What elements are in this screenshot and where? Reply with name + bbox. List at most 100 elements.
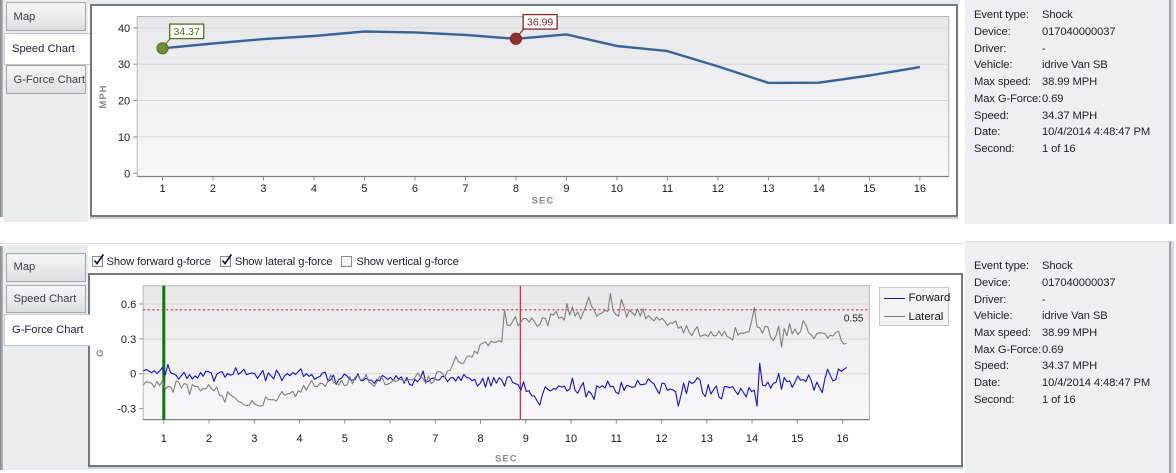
x-tick-label: 2 bbox=[206, 433, 212, 445]
annotation-dot bbox=[509, 32, 523, 45]
speed-line bbox=[162, 29, 921, 84]
x-tick-label: 14 bbox=[813, 183, 825, 195]
checkbox-show-vertical-g-force[interactable]: Show vertical g-force bbox=[341, 256, 459, 268]
speed-chart-panel: 0 10 20 30 40 1 2 3 4 5 6 7 8 9 10 11 12 13 14 15 16 SEC MPH 34… bbox=[90, 3, 958, 217]
detail-row: Max speed: 38.99 MPH bbox=[965, 325, 1169, 342]
y-tick-label: 10 bbox=[118, 131, 130, 143]
y-tick-label: -0.3 bbox=[117, 404, 136, 416]
x-tick-label: 13 bbox=[762, 183, 774, 195]
tab-label: Map bbox=[13, 261, 36, 274]
detail-row: Second: 1 of 16 bbox=[965, 392, 1169, 409]
x-axis-title: SEC bbox=[495, 454, 518, 465]
path-decoration bbox=[93, 254, 104, 265]
legend-item-forward: Forward bbox=[880, 290, 951, 307]
detail-value: 0.69 bbox=[1042, 92, 1064, 105]
plot-area bbox=[136, 15, 950, 177]
x-tick-label: 8 bbox=[477, 433, 483, 445]
tab-speed-chart[interactable]: Speed Chart bbox=[4, 32, 90, 65]
detail-label: Max G-Force: bbox=[974, 92, 1042, 105]
y-tick-label: 0 bbox=[130, 369, 136, 381]
detail-value: Shock bbox=[1042, 260, 1073, 273]
svg-decoration bbox=[93, 254, 104, 265]
detail-value: Shock bbox=[1042, 9, 1073, 22]
detail-label: Event type: bbox=[974, 260, 1029, 273]
detail-value: 017040000037 bbox=[1042, 26, 1116, 39]
checkbox-unchecked-icon[interactable] bbox=[341, 256, 353, 267]
x-tick-label: 6 bbox=[387, 433, 393, 445]
svg-decoration bbox=[221, 254, 233, 265]
x-tick-label: 4 bbox=[311, 183, 317, 195]
detail-row: Event type: Shock bbox=[965, 258, 1169, 275]
tab-speed-chart[interactable]: Speed Chart bbox=[5, 284, 86, 313]
tab-label: G-Force Chart bbox=[13, 73, 86, 86]
annotation-box bbox=[169, 22, 205, 39]
detail-row: Device: 017040000037 bbox=[965, 24, 1169, 41]
annotation-label: 36.99 bbox=[527, 16, 553, 28]
checkbox-show-lateral-g-force[interactable]: Show lateral g-force bbox=[219, 254, 333, 268]
series-forward bbox=[143, 362, 847, 407]
legend-item-lateral: Lateral bbox=[880, 308, 948, 325]
detail-value: 10/4/2014 4:48:47 PM bbox=[1042, 377, 1151, 390]
tab-strip-top: Map Speed Chart G-Force Chart bbox=[3, 0, 90, 222]
tab-strip-bottom: Map Speed Chart G-Force Chart bbox=[3, 244, 90, 470]
details-panel-top: Event type: Shock Device: 017040000037 Drive… bbox=[965, 0, 1171, 224]
detail-row: Driver: - bbox=[965, 41, 1169, 58]
tab-g-force-chart[interactable]: G-Force Chart bbox=[5, 65, 86, 94]
tab-map[interactable]: Map bbox=[5, 2, 86, 31]
detail-value: 38.99 MPH bbox=[1042, 76, 1098, 89]
checkbox-checked-icon[interactable] bbox=[91, 254, 104, 267]
series-lateral bbox=[142, 292, 847, 407]
detail-label: Device: bbox=[974, 276, 1011, 289]
x-tick-label: 7 bbox=[432, 433, 438, 445]
bottom-section-top-border bbox=[0, 242, 963, 244]
tab-label: Map bbox=[13, 10, 36, 23]
y-tick-label: 40 bbox=[118, 22, 130, 34]
detail-row: Speed: 34.37 MPH bbox=[965, 358, 1169, 375]
x-tick-label: 3 bbox=[251, 433, 257, 445]
annotation-dot bbox=[156, 41, 169, 54]
detail-label: Driver: bbox=[974, 42, 1007, 55]
x-tick-label: 12 bbox=[655, 433, 667, 445]
detail-label: Second: bbox=[974, 393, 1015, 406]
y-tick-label: 20 bbox=[118, 95, 130, 107]
detail-value: 0.69 bbox=[1042, 343, 1064, 356]
detail-value: - bbox=[1042, 293, 1046, 306]
gforce-chart: -0.300.30.61 2 3 4 5 6 7 8 9 10 11 12 13 14 15 160.55SE… bbox=[95, 285, 870, 465]
detail-row: Date: 10/4/2014 4:48:47 PM bbox=[965, 375, 1169, 392]
y-tick-label: 30 bbox=[118, 59, 130, 71]
x-tick-label: 11 bbox=[611, 433, 622, 445]
x-tick-label: 14 bbox=[746, 433, 758, 445]
x-tick-label: 10 bbox=[565, 433, 577, 445]
checkbox-show-forward-g-force[interactable]: Show forward g-force bbox=[91, 254, 211, 268]
detail-value: - bbox=[1042, 42, 1046, 55]
gforce-checkbox-row: Show forward g-force Show lateral g-force… bbox=[91, 253, 468, 270]
annotation-label: 34.37 bbox=[174, 26, 200, 38]
detail-row: Vehicle: idrive Van SB bbox=[965, 57, 1169, 74]
detail-row: Device: 017040000037 bbox=[965, 275, 1169, 292]
x-tick-label: 16 bbox=[836, 433, 848, 445]
checkbox-label: Show lateral g-force bbox=[234, 255, 333, 268]
tab-map[interactable]: Map bbox=[5, 253, 86, 282]
tab-g-force-chart[interactable]: G-Force Chart bbox=[4, 313, 90, 346]
left-edge-strip-bottom bbox=[0, 246, 3, 470]
threshold-label: 0.55 bbox=[844, 313, 864, 324]
tab-label: G-Force Chart bbox=[12, 323, 84, 336]
detail-row: Date: 10/4/2014 4:48:47 PM bbox=[965, 124, 1169, 141]
x-tick-label: 3 bbox=[260, 183, 266, 195]
detail-value: 38.99 MPH bbox=[1042, 326, 1098, 339]
detail-row: Max speed: 38.99 MPH bbox=[965, 74, 1169, 91]
x-tick-label: 5 bbox=[342, 433, 348, 445]
x-tick-label: 5 bbox=[361, 183, 367, 195]
checkbox-label: Show forward g-force bbox=[106, 255, 211, 268]
detail-row: Event type: Shock bbox=[965, 7, 1169, 24]
detail-label: Device: bbox=[974, 26, 1011, 39]
detail-value: idrive Van SB bbox=[1042, 310, 1108, 323]
legend-label: Forward bbox=[908, 292, 951, 304]
detail-label: Second: bbox=[974, 143, 1015, 156]
x-tick-label: 9 bbox=[563, 183, 569, 195]
detail-label: Max speed: bbox=[974, 326, 1031, 339]
checkbox-checked-icon[interactable] bbox=[219, 254, 233, 267]
detail-row: Driver: - bbox=[965, 292, 1169, 309]
y-axis-title: MPH bbox=[98, 84, 109, 108]
